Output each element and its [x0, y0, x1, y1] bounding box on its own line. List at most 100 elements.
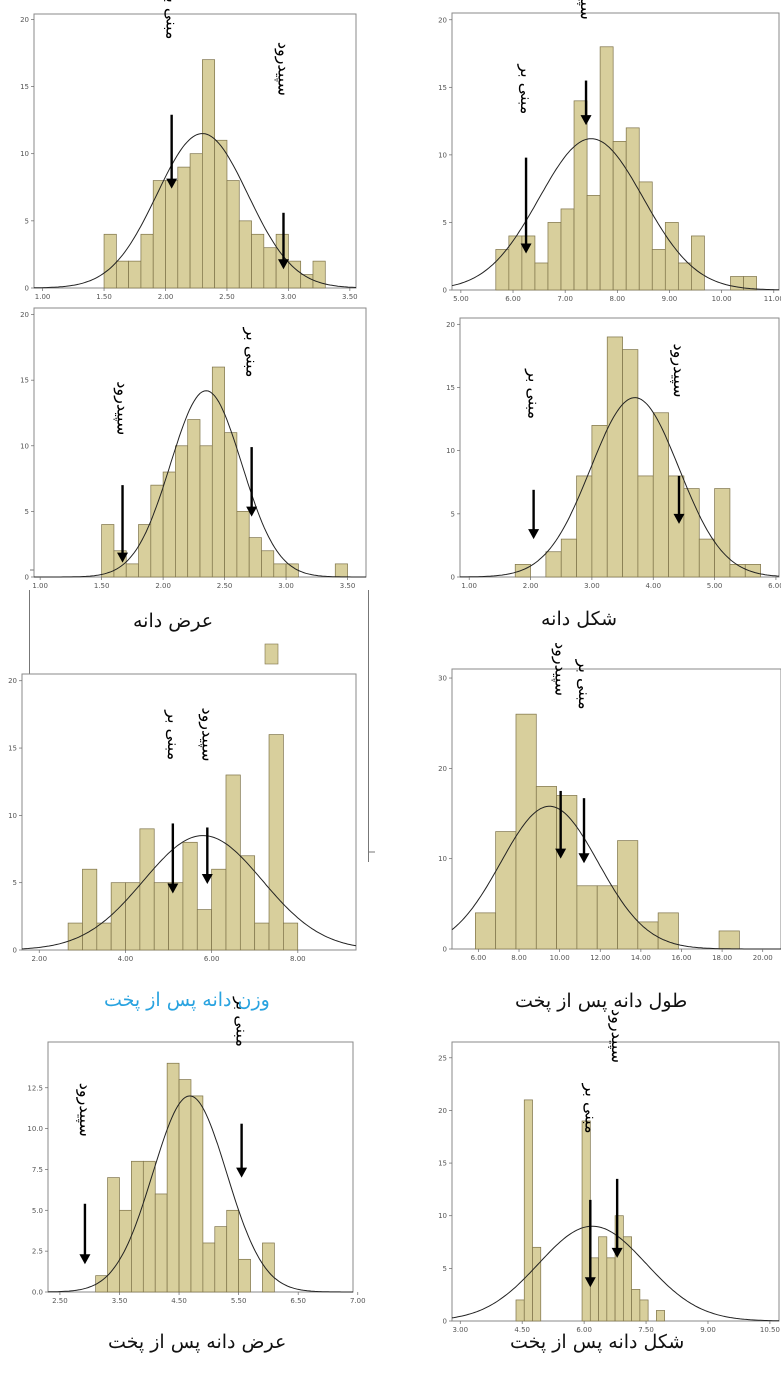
x-tick-label: 16.00 [671, 954, 691, 962]
y-tick-label: 5 [451, 510, 455, 518]
normal-curve [451, 138, 780, 291]
histogram-bar [532, 1246, 542, 1322]
histogram-panel-c5: 0 5 10 15 20 2.00 4.00 6.00 8.00 مبنی بر سپیدرود [8, 673, 357, 963]
annotation-text: مبنی بر [243, 327, 262, 378]
histogram-bar [599, 46, 614, 291]
y-tick-label: 5 [25, 508, 29, 516]
x-tick-label: 2.00 [155, 582, 171, 590]
y-tick-label: 5.0 [32, 1207, 43, 1215]
x-tick-label: 5.00 [453, 295, 469, 303]
annotation-text: مبنی بر [163, 0, 182, 40]
annotation-arrow-head [167, 883, 179, 894]
histogram-bar [596, 885, 618, 950]
y-tick-label: 0 [25, 285, 29, 293]
histogram-bar [729, 564, 746, 578]
x-tick-label: 6.50 [290, 1297, 306, 1305]
y-tick-label: 10 [20, 150, 29, 158]
histogram-bar [211, 868, 227, 951]
annotation-label: مبنی بر [164, 709, 183, 760]
histogram-bar [664, 222, 679, 291]
x-tick-label: 1.50 [94, 582, 110, 590]
histogram-bar [196, 909, 212, 951]
histogram-bar [119, 1209, 132, 1293]
annotation-label: سپیدرود [552, 642, 571, 696]
y-tick-label: 15 [438, 84, 447, 92]
x-tick-label: 2.50 [217, 582, 233, 590]
y-tick-label: 10 [438, 1212, 447, 1220]
y-tick-label: 15 [8, 745, 17, 753]
histogram-bar [248, 537, 262, 578]
chart-caption: طول دانه پس از پخت [515, 990, 688, 1012]
histogram-bar [586, 195, 601, 291]
histogram-bar [288, 260, 302, 289]
histogram-bar [107, 1177, 120, 1293]
annotation-text: سپیدرود [198, 707, 217, 761]
histogram-bar [668, 475, 685, 578]
histogram-bar [598, 1236, 608, 1322]
annotation-label: سپیدرود [670, 344, 689, 398]
histogram-bar [154, 1193, 168, 1293]
histogram-panel-c4: 0 5 10 15 20 1.00 2.00 3.00 4.00 5.00 6.00 مبنی بر س… [446, 317, 781, 590]
histogram-svg-c7: 0.0 2.5 5.0 7.5 10.0 12.5 2.50 3.50 4.50 5.50 6.50… [27, 996, 365, 1305]
histogram-bar [625, 127, 640, 291]
histogram-bar [523, 1099, 533, 1322]
histogram-bar [224, 432, 238, 578]
histogram-bar [334, 563, 348, 578]
histogram-bar [268, 734, 284, 951]
histogram-bar [744, 564, 761, 578]
x-tick-label: 10.00 [550, 954, 570, 962]
histogram-bar [96, 922, 112, 951]
annotation-label: مبنی بر [163, 0, 182, 40]
histogram-bar [190, 1095, 204, 1293]
histogram-bar [166, 1062, 180, 1293]
histogram-bar [238, 1258, 251, 1293]
x-tick-label: 4.50 [171, 1297, 187, 1305]
annotation-label: سپیدرود [577, 0, 596, 20]
histogram-panel-c7: 0.0 2.5 5.0 7.5 10.0 12.5 2.50 3.50 4.50 5.50 6.50… [27, 996, 365, 1305]
x-tick-label: 3.50 [340, 582, 356, 590]
histogram-bar [152, 180, 166, 289]
annotation-text: مبنی بر [233, 996, 252, 1047]
y-tick-label: 15 [20, 83, 29, 91]
y-tick-label: 0 [13, 947, 17, 955]
histogram-bar [691, 235, 705, 291]
y-tick-label: 0 [25, 574, 29, 582]
histogram-bar [573, 100, 588, 291]
x-tick-label: 1.50 [96, 293, 112, 301]
normal-curve [34, 390, 366, 578]
x-tick-label: 8.00 [511, 954, 527, 962]
annotation-arrow-head [79, 1254, 91, 1265]
histogram-bar [110, 882, 126, 951]
annotation-arrow-head [611, 1247, 623, 1258]
x-tick-label: 2.00 [31, 955, 47, 963]
y-tick-label: 20 [20, 311, 29, 319]
annotation-text: سپیدرود [577, 0, 596, 20]
annotation-arrow-head [580, 115, 592, 126]
y-tick-label: 10 [446, 447, 455, 455]
histogram-bar [475, 912, 497, 950]
annotation-text: سپیدرود [275, 42, 294, 96]
x-tick-label: 1.00 [32, 582, 48, 590]
histogram-bar [622, 1236, 632, 1322]
histogram-bar [714, 488, 731, 578]
histogram-bar [202, 1242, 216, 1293]
annotation-arrow-head [117, 552, 129, 563]
x-tick-label: 3.50 [342, 293, 358, 301]
histogram-bar [165, 180, 179, 289]
histogram-bar [534, 262, 549, 291]
x-tick-label: 2.50 [52, 1297, 68, 1305]
x-tick-label: 1.00 [35, 293, 51, 301]
annotation-label: مبنی بر [581, 1083, 600, 1134]
histogram-bar [153, 882, 169, 951]
x-tick-label: 5.00 [707, 582, 723, 590]
histogram-bar [182, 841, 198, 951]
x-tick-label: 1.00 [461, 582, 477, 590]
y-tick-label: 20 [438, 765, 447, 773]
y-tick-label: 2.5 [32, 1248, 43, 1256]
histogram-bar [189, 153, 203, 289]
y-tick-label: 0 [443, 287, 447, 295]
histogram-bar [226, 180, 240, 289]
y-tick-label: 25 [438, 1054, 447, 1062]
x-tick-label: 3.00 [281, 293, 297, 301]
annotation-arrow-head [201, 874, 213, 885]
